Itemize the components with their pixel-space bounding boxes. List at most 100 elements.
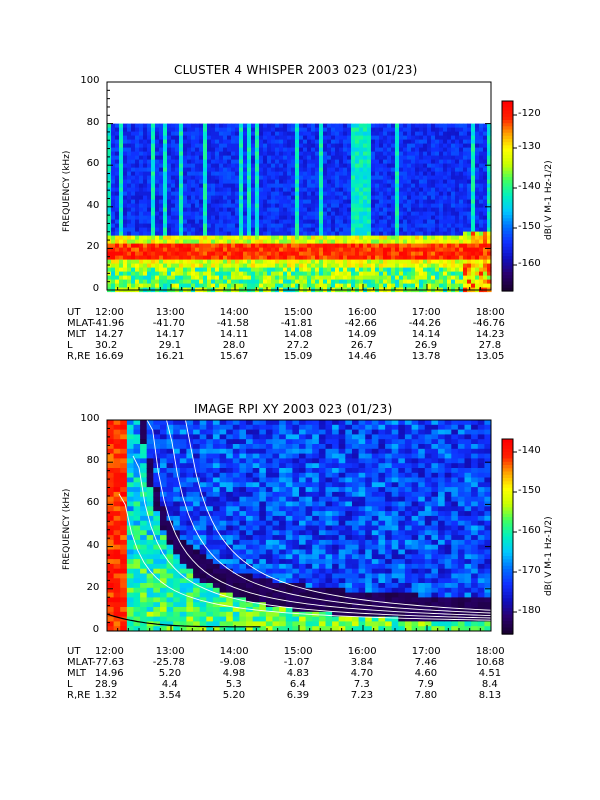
spectrogram-cell [235, 263, 240, 269]
spectrogram-cell [223, 163, 228, 169]
spectrogram-cell [303, 211, 308, 217]
spectrogram-cell [427, 159, 432, 165]
spectrogram-cell [199, 123, 204, 129]
spectrogram-cell [113, 568, 121, 574]
spectrogram-cell [159, 155, 164, 161]
spectrogram-cell [119, 123, 124, 129]
spectrogram-cell [415, 131, 420, 137]
spectrogram-cell [207, 131, 212, 137]
spectrogram-cell [487, 247, 492, 253]
spectrogram-cell [475, 123, 480, 129]
spectrogram-cell [375, 271, 380, 277]
spectrogram-cell [183, 255, 188, 261]
spectrogram-cell [115, 255, 120, 261]
spectrogram-cell [107, 195, 112, 201]
spectrogram-cell [140, 578, 148, 584]
spectrogram-cell [323, 139, 328, 145]
spectrogram-cell [135, 151, 140, 157]
spectrogram-cell [255, 151, 260, 157]
spectrogram-cell [395, 167, 400, 173]
spectrogram-cell [140, 535, 148, 541]
spectrogram-cell [187, 171, 192, 177]
spectrogram-cell [183, 159, 188, 165]
spectrogram-cell [399, 235, 404, 241]
spectrogram-cell [163, 271, 168, 277]
spectrogram-cell [173, 458, 181, 464]
spectrogram-cell [423, 179, 428, 185]
spectrogram-cell [367, 175, 372, 181]
spectrogram-cell [111, 171, 116, 177]
spectrogram-cell [279, 175, 284, 181]
spectrogram-cell [391, 211, 396, 217]
spectrogram-cell [299, 255, 304, 261]
spectrogram-cell [215, 279, 220, 285]
spectrogram-cell [395, 159, 400, 165]
spectrogram-cell [123, 143, 128, 149]
spectrogram-cell [239, 271, 244, 277]
spectrogram-cell [375, 131, 380, 137]
spectrogram-cell [315, 163, 320, 169]
spectrogram-cell [206, 597, 214, 603]
spectrogram-cell [143, 199, 148, 205]
spectrogram-cell [339, 239, 344, 245]
spectrogram-cell [167, 199, 172, 205]
spectrogram-cell [403, 251, 408, 257]
spectrogram-cell [455, 159, 460, 165]
spectrogram-cell [407, 255, 412, 261]
spectrogram-cell [411, 231, 416, 237]
spectrogram-cell [343, 191, 348, 197]
spectrogram-cell [163, 143, 168, 149]
spectrogram-cell [271, 275, 276, 281]
spectrogram-cell [275, 239, 280, 245]
spectrogram-cell [131, 171, 136, 177]
spectrogram-cell [251, 175, 256, 181]
spectrogram-cell [311, 215, 316, 221]
spectrogram-cell [113, 611, 121, 618]
spectrogram-cell [391, 155, 396, 161]
spectrogram-cell [399, 151, 404, 157]
spectrogram-cell [287, 231, 292, 237]
spectrogram-cell [339, 223, 344, 229]
spectrogram-cell [375, 267, 380, 273]
spectrogram-cell [295, 147, 300, 153]
spectrogram-cell [463, 207, 468, 213]
spectrogram-cell [206, 559, 214, 565]
spectrogram-cell [153, 592, 161, 598]
spectrogram-cell [107, 621, 115, 627]
spectrogram-cell [175, 231, 180, 237]
spectrogram-cell [107, 167, 112, 173]
spectrogram-cell [463, 279, 468, 285]
spectrogram-cell [123, 215, 128, 221]
spectrogram-cell [367, 183, 372, 189]
spectrogram-cell [331, 279, 336, 285]
spectrogram-cell [347, 279, 352, 285]
spectrogram-cell [131, 179, 136, 185]
spectrogram-cell [107, 143, 112, 149]
spectrogram-cell [431, 139, 436, 145]
spectrogram-cell [163, 151, 168, 157]
spectrogram-cell [191, 275, 196, 281]
spectrogram-cell [179, 275, 184, 281]
spectrogram-cell [475, 195, 480, 201]
spectrogram-cell [443, 207, 448, 213]
spectrogram-cell [271, 175, 276, 181]
colorbar-segment [502, 246, 513, 251]
spectrogram-cell [191, 219, 196, 225]
spectrogram-cell [375, 211, 380, 217]
spectrogram-cell [339, 159, 344, 165]
spectrogram-cell [231, 151, 236, 157]
spectrogram-cell [447, 179, 452, 185]
spectrogram-cell [255, 143, 260, 149]
spectrogram-cell [355, 203, 360, 209]
spectrogram-cell [179, 420, 187, 426]
spectrogram-cell [279, 187, 284, 193]
spectrogram-cell [303, 199, 308, 205]
spectrogram-cell [291, 239, 296, 245]
spectrogram-cell [367, 127, 372, 133]
spectrogram-cell [467, 227, 472, 233]
spectrogram-cell [327, 191, 332, 197]
spectrogram-cell [107, 131, 112, 137]
spectrogram-cell [255, 163, 260, 169]
spectrogram-cell [295, 211, 300, 217]
spectrogram-cell [207, 195, 212, 201]
